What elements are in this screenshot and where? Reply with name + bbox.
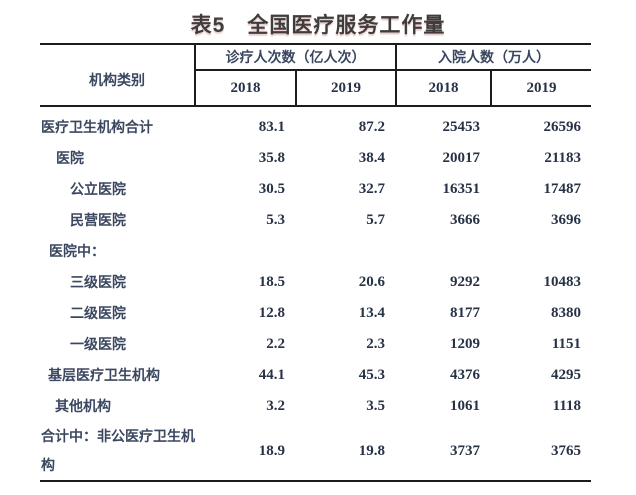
cell-admissions-2019: 1151 (551, 336, 581, 352)
row-label: 基层医疗卫生机构 (48, 367, 160, 383)
cell-admissions-2019: 21183 (544, 150, 581, 166)
row-label: 医院中： (49, 243, 105, 259)
table-row: 三级医院 18.5 20.6 9292 10483 (40, 267, 591, 298)
table-body: 医疗卫生机构合计 83.1 87.2 25453 26596 医院 35.8 3… (40, 107, 591, 482)
column-header-institution-type: 机构类别 (40, 45, 196, 105)
column-header-admissions-2018: 2018 (395, 71, 490, 105)
row-label: 二级医院 (70, 305, 126, 321)
cell-visits-2019: 3.5 (366, 398, 385, 414)
table-row: 医院 35.8 38.4 20017 21183 (40, 143, 591, 174)
column-group-admissions: 入院人数（万人） (395, 45, 591, 71)
table-row: 二级医院 12.8 13.4 8177 8380 (40, 298, 591, 329)
cell-admissions-2018: 25453 (442, 119, 481, 135)
cell-admissions-2018: 1209 (450, 336, 480, 352)
table-row: 公立医院 30.5 32.7 16351 17487 (40, 174, 591, 205)
row-label: 一级医院 (70, 336, 126, 352)
medical-service-workload-table: 机构类别 诊疗人次数（亿人次） 入院人数（万人） 2018 2019 2018 … (40, 43, 591, 482)
row-label: 民营医院 (70, 212, 126, 228)
cell-visits-2019: 13.4 (358, 305, 385, 321)
cell-admissions-2018: 4376 (450, 367, 480, 383)
cell-visits-2019: 87.2 (358, 119, 385, 135)
cell-visits-2019: 19.8 (358, 442, 385, 459)
column-group-outpatient-visits: 诊疗人次数（亿人次） (196, 45, 395, 71)
table-row: 合计中：非公医疗卫生机构 18.9 19.8 3737 3765 (40, 422, 591, 480)
cell-admissions-2019: 4295 (551, 367, 581, 383)
cell-admissions-2018: 1061 (450, 398, 480, 414)
table-row: 其他机构 3.2 3.5 1061 1118 (40, 391, 591, 422)
row-label: 三级医院 (70, 274, 126, 290)
cell-admissions-2019: 26596 (543, 119, 582, 135)
table-header: 机构类别 诊疗人次数（亿人次） 入院人数（万人） 2018 2019 2018 … (40, 43, 591, 107)
row-label: 其他机构 (55, 398, 111, 414)
cell-admissions-2019: 10483 (543, 274, 582, 290)
cell-admissions-2018: 3666 (450, 212, 480, 228)
cell-admissions-2019: 3696 (551, 212, 581, 228)
cell-visits-2018: 2.2 (266, 336, 285, 352)
cell-visits-2019: 38.4 (358, 150, 385, 166)
cell-visits-2018: 83.1 (258, 119, 285, 135)
row-label: 合计中：非公医疗卫生机构 (41, 428, 195, 473)
cell-admissions-2018: 20017 (442, 150, 481, 166)
table-row: 一级医院 2.2 2.3 1209 1151 (40, 329, 591, 360)
cell-admissions-2019: 1118 (552, 398, 581, 414)
cell-visits-2019: 5.7 (366, 212, 385, 228)
table-row: 医疗卫生机构合计 83.1 87.2 25453 26596 (40, 112, 591, 143)
cell-admissions-2019: 3765 (551, 442, 581, 459)
table-row: 基层医疗卫生机构 44.1 45.3 4376 4295 (40, 360, 591, 391)
table-row: 民营医院 5.3 5.7 3666 3696 (40, 205, 591, 236)
table-row: 医院中： (40, 236, 591, 267)
cell-visits-2018: 5.3 (266, 212, 285, 228)
cell-visits-2018: 30.5 (258, 181, 285, 197)
cell-visits-2019: 45.3 (358, 367, 385, 383)
row-label: 医疗卫生机构合计 (41, 119, 153, 135)
cell-admissions-2019: 17487 (543, 181, 582, 197)
cell-visits-2019: 20.6 (358, 274, 385, 290)
cell-visits-2018: 44.1 (258, 367, 285, 383)
row-label: 医院 (56, 150, 84, 166)
cell-admissions-2019: 8380 (551, 305, 581, 321)
column-header-visits-2018: 2018 (230, 79, 261, 96)
cell-visits-2018: 3.2 (266, 398, 285, 414)
cell-visits-2018: 18.5 (258, 274, 285, 290)
cell-visits-2019: 2.3 (366, 336, 385, 352)
cell-visits-2019: 32.7 (358, 181, 385, 197)
cell-admissions-2018: 3737 (450, 442, 480, 459)
cell-visits-2018: 18.9 (258, 442, 285, 459)
cell-visits-2018: 35.8 (258, 150, 285, 166)
table-title: 表5 全国医疗服务工作量 (190, 14, 446, 37)
cell-admissions-2018: 9292 (450, 274, 480, 290)
cell-visits-2018: 12.8 (258, 305, 285, 321)
column-header-visits-2019: 2019 (295, 71, 395, 105)
column-header-admissions-2019: 2019 (490, 71, 591, 105)
row-label: 公立医院 (70, 181, 126, 197)
cell-admissions-2018: 8177 (450, 305, 480, 321)
cell-admissions-2018: 16351 (442, 181, 481, 197)
